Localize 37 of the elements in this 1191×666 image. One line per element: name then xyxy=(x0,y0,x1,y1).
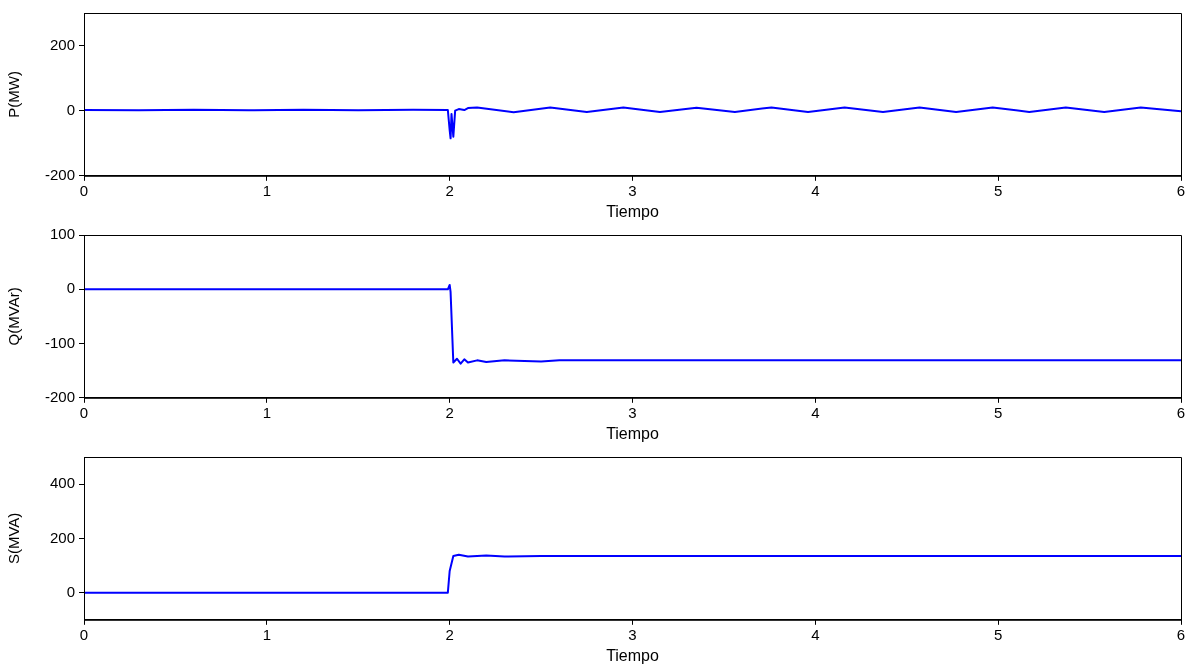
y-tick-label: -200 xyxy=(44,165,75,183)
x-tick-label: 5 xyxy=(993,625,1003,643)
y-axis-title: P(MW) xyxy=(5,71,23,118)
x-tick-label: 6 xyxy=(1176,181,1186,199)
y-tick-label: 200 xyxy=(49,35,75,53)
x-tick-label: 4 xyxy=(811,403,820,421)
y-axis-title: S(MVA) xyxy=(5,512,23,565)
y-tick-label: 400 xyxy=(49,474,75,492)
y-tick-label: 200 xyxy=(49,528,75,546)
x-tick-label: 5 xyxy=(993,403,1003,421)
x-tick-label: 5 xyxy=(993,181,1003,199)
y-tick-label: 100 xyxy=(49,225,75,243)
x-tick-label: 4 xyxy=(811,625,820,643)
x-tick-label: 3 xyxy=(628,403,637,421)
x-tick-label: 1 xyxy=(262,625,272,643)
x-axis-title: Tiempo xyxy=(606,646,659,664)
y-tick-label: 0 xyxy=(66,279,75,297)
y-tick-label: -200 xyxy=(44,387,75,405)
x-tick-label: 0 xyxy=(79,625,89,643)
x-axis-title: Tiempo xyxy=(606,202,659,220)
x-tick-label: 3 xyxy=(628,625,637,643)
x-axis-title: Tiempo xyxy=(606,424,659,442)
x-tick-label: 0 xyxy=(79,181,89,199)
x-tick-label: 6 xyxy=(1176,625,1186,643)
x-tick-label: 2 xyxy=(445,625,454,643)
x-tick-label: 2 xyxy=(445,181,454,199)
y-axis-title: Q(MVAr) xyxy=(5,287,23,346)
x-tick-label: 2 xyxy=(445,403,454,421)
x-tick-label: 6 xyxy=(1176,403,1186,421)
x-tick-label: 3 xyxy=(628,181,637,199)
x-tick-label: 1 xyxy=(262,181,272,199)
y-tick-label: 0 xyxy=(66,582,75,600)
x-tick-label: 0 xyxy=(79,403,89,421)
x-tick-label: 4 xyxy=(811,181,820,199)
x-tick-label: 1 xyxy=(262,403,272,421)
y-tick-label: -100 xyxy=(44,333,75,351)
y-tick-label: 0 xyxy=(66,100,75,118)
